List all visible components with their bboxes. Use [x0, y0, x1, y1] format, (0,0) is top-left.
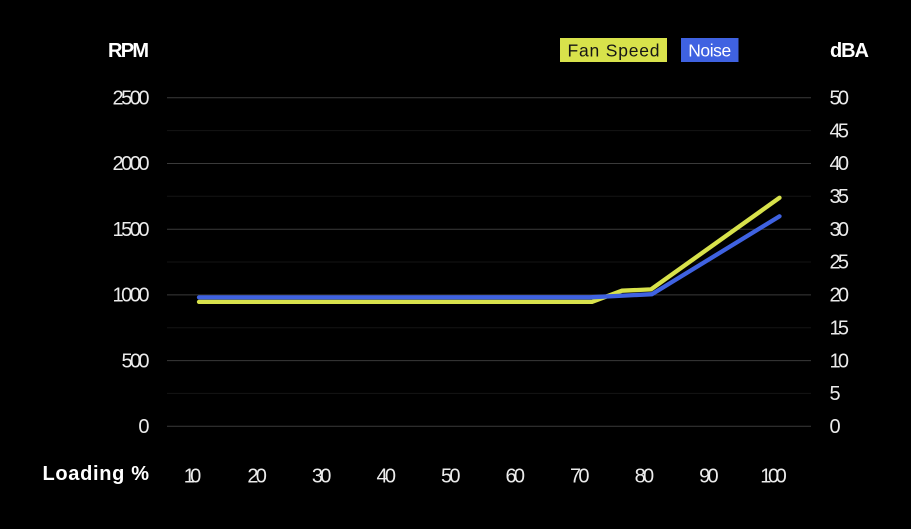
svg-text:20: 20	[830, 285, 850, 307]
svg-text:5: 5	[830, 383, 841, 405]
svg-text:500: 500	[122, 350, 150, 372]
svg-text:50: 50	[830, 88, 850, 110]
svg-text:2000: 2000	[113, 153, 150, 175]
svg-text:dBA: dBA	[830, 40, 869, 62]
svg-text:10: 10	[184, 466, 202, 488]
svg-text:Noise: Noise	[688, 41, 731, 61]
svg-text:60: 60	[506, 466, 526, 488]
svg-text:0: 0	[830, 416, 841, 438]
svg-text:RPM: RPM	[108, 40, 149, 62]
svg-text:20: 20	[247, 466, 267, 488]
svg-text:15: 15	[830, 317, 850, 339]
svg-text:90: 90	[699, 466, 719, 488]
svg-text:80: 80	[635, 466, 655, 488]
svg-text:40: 40	[376, 466, 396, 488]
svg-text:35: 35	[830, 186, 850, 208]
svg-text:45: 45	[830, 120, 850, 142]
svg-text:1000: 1000	[113, 285, 150, 307]
svg-text:100: 100	[760, 466, 787, 488]
svg-text:1500: 1500	[113, 219, 150, 241]
svg-text:2500: 2500	[113, 88, 150, 110]
svg-text:0: 0	[138, 416, 149, 438]
svg-text:Loading %: Loading %	[43, 463, 150, 485]
svg-text:70: 70	[570, 466, 590, 488]
svg-text:40: 40	[830, 153, 850, 175]
svg-text:25: 25	[830, 252, 850, 274]
svg-text:Fan Speed: Fan Speed	[568, 41, 660, 61]
svg-text:30: 30	[312, 466, 332, 488]
svg-text:50: 50	[441, 466, 461, 488]
svg-text:30: 30	[830, 219, 850, 241]
svg-text:10: 10	[830, 350, 850, 372]
